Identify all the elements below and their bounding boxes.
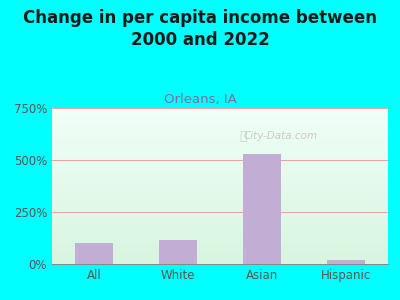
Bar bbox=[75, 243, 113, 264]
Bar bbox=[327, 260, 365, 264]
Text: ⓘ: ⓘ bbox=[240, 130, 247, 142]
Text: City-Data.com: City-Data.com bbox=[244, 131, 318, 141]
Bar bbox=[243, 154, 281, 264]
Text: Orleans, IA: Orleans, IA bbox=[164, 93, 236, 106]
Text: Change in per capita income between
2000 and 2022: Change in per capita income between 2000… bbox=[23, 9, 377, 49]
Bar bbox=[159, 240, 197, 264]
